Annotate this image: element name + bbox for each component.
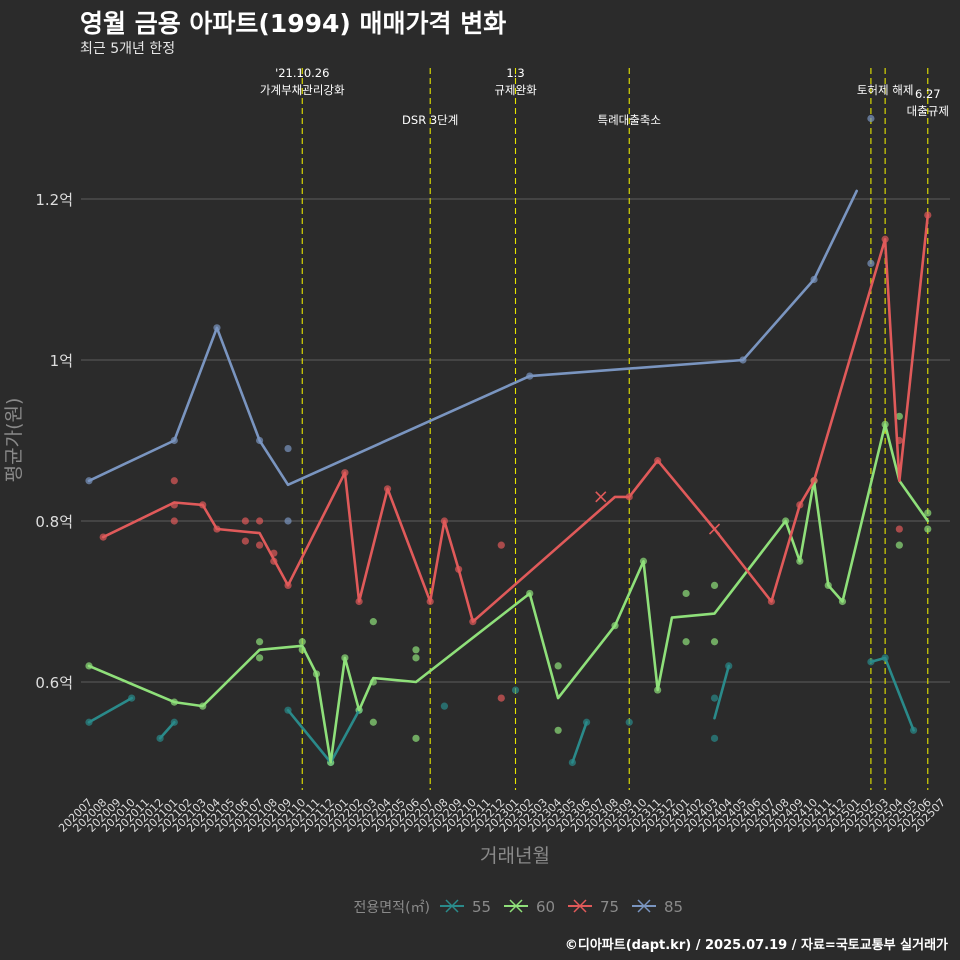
data-point [895, 525, 903, 533]
legend-title: 전용면적(㎡) [354, 900, 430, 916]
legend-item: 85 [632, 898, 683, 916]
data-point [554, 662, 562, 670]
series-line [87, 189, 859, 487]
data-point [369, 718, 377, 726]
x-tick-labels: 2020072020082020092020102020112020122021… [56, 796, 948, 835]
series-line [87, 696, 133, 724]
legend-key-cross [445, 899, 459, 913]
legend-item: 55 [440, 898, 491, 916]
data-point [298, 638, 306, 646]
data-point [412, 654, 420, 662]
event-label: DSR 3단계 [402, 113, 458, 127]
chart-subtitle: 최근 5개년 한정 [80, 41, 176, 57]
data-point [895, 412, 903, 420]
event-label: 6.27 대출규제 [907, 87, 949, 118]
y-tick-label: 1.2억 [35, 191, 73, 209]
data-point [682, 589, 690, 598]
data-point [867, 114, 875, 123]
chart-title: 영월 금용 아파트(1994) 매매가격 변화 [80, 9, 507, 38]
legend-item: 60 [504, 898, 555, 916]
legend-key-cross [509, 899, 523, 913]
legend-key-cross [637, 899, 651, 913]
data-point [497, 694, 505, 702]
data-cross-mark [595, 491, 607, 503]
data-point [170, 477, 178, 485]
data-point [710, 694, 719, 702]
data-point [256, 654, 264, 662]
data-point [924, 525, 932, 533]
series-line [571, 720, 588, 764]
data-point [284, 444, 292, 453]
legend-label: 75 [600, 898, 619, 916]
legend: 전용면적(㎡) 55 60 75 85 [354, 898, 684, 916]
data-point [554, 726, 562, 734]
y-tick-labels: 0.6억 0.8억 1억 1.2억 [35, 191, 73, 692]
series-line [87, 423, 930, 764]
data-point [412, 734, 420, 742]
series-line [869, 656, 915, 732]
legend-label: 60 [536, 898, 555, 916]
data-point [241, 537, 249, 545]
data-point [625, 718, 633, 726]
data-point [710, 581, 719, 590]
legend-item: 75 [568, 898, 619, 916]
y-tick-label: 0.6억 [35, 674, 73, 692]
legend-label: 55 [472, 898, 491, 916]
source-caption: ©디아파트(dapt.kr) / 2025.07.19 / 자료=국토교통부 실… [564, 938, 948, 953]
data-point [256, 541, 264, 549]
event-label: '21.10.26 가계부채관리강화 [260, 66, 345, 97]
data-points [85, 114, 932, 767]
event-label: 1.3 규제완화 [494, 66, 537, 97]
data-point [895, 541, 903, 549]
data-point [241, 517, 249, 525]
data-point [256, 517, 264, 525]
event-label: 토허제 해제 [857, 83, 914, 97]
y-tick-label: 0.8억 [35, 513, 73, 531]
data-point [256, 638, 264, 646]
data-point [924, 509, 932, 517]
data-point [682, 638, 690, 646]
data-point [170, 517, 178, 525]
series-line [101, 213, 930, 623]
data-point [369, 618, 377, 626]
y-axis-title: 평균가(원) [3, 398, 25, 483]
data-point [497, 541, 505, 549]
data-point [867, 259, 875, 267]
series-lines [87, 189, 930, 764]
y-tick-label: 1억 [50, 352, 73, 370]
event-label: 특례대출축소 [597, 113, 660, 127]
x-axis-title: 거래년월 [480, 845, 550, 867]
legend-label: 85 [664, 898, 683, 916]
series-line [713, 664, 731, 720]
data-point [511, 686, 520, 694]
legend-key-cross [573, 899, 587, 913]
data-point [710, 638, 719, 646]
data-point [284, 517, 292, 525]
data-point [710, 734, 719, 742]
series-line [158, 720, 176, 740]
data-point [412, 646, 420, 654]
data-point [440, 702, 449, 710]
